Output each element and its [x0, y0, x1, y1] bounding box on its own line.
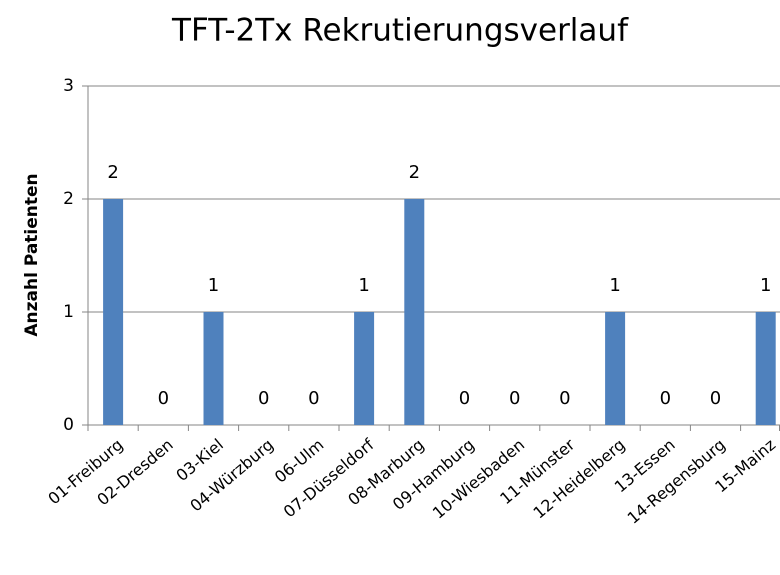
y-tick-label: 2: [63, 189, 74, 209]
data-label: 1: [760, 275, 771, 296]
data-label: 0: [559, 388, 570, 409]
bar: [203, 312, 224, 425]
data-label: 0: [158, 388, 169, 409]
data-label: 0: [308, 388, 319, 409]
chart-title: TFT-2Tx Rekrutierungsverlauf: [171, 13, 629, 49]
data-label: 0: [660, 388, 671, 409]
bar: [404, 199, 425, 425]
data-label: 1: [358, 275, 369, 296]
y-tick-label: 3: [63, 76, 74, 96]
data-label: 2: [107, 162, 118, 183]
data-label: 0: [509, 388, 520, 409]
y-tick-label: 1: [63, 302, 74, 322]
y-axis-label: Anzahl Patienten: [22, 173, 42, 336]
data-label: 0: [710, 388, 721, 409]
data-label: 2: [409, 162, 420, 183]
data-label: 1: [208, 275, 219, 296]
data-label: 0: [258, 388, 269, 409]
bar: [755, 312, 776, 425]
bar: [103, 199, 124, 425]
data-label: 1: [609, 275, 620, 296]
data-label: 0: [459, 388, 470, 409]
bar: [605, 312, 626, 425]
bar: [354, 312, 375, 425]
y-tick-label: 0: [63, 415, 74, 435]
